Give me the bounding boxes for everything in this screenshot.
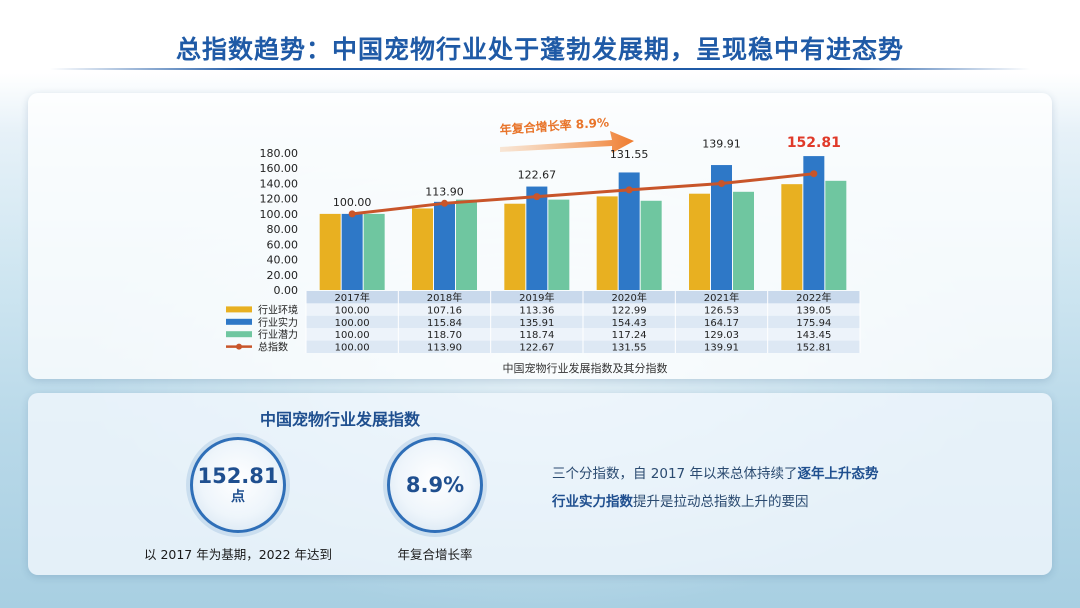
- y-tick-label: 120.00: [260, 193, 299, 206]
- description-line-2: 行业实力指数提升是拉动总指数上升的要因: [552, 490, 809, 510]
- description-text: 提升是拉动总指数上升的要因: [633, 494, 809, 510]
- x-category-label: 2017年: [334, 291, 369, 304]
- line-data-label: 113.90: [425, 185, 464, 198]
- legend-label: 行业潜力: [258, 328, 298, 341]
- line-point: [625, 186, 633, 194]
- table-cell: 117.24: [612, 330, 647, 341]
- table-cell: 122.99: [612, 305, 647, 316]
- cagr-value: 8.9%: [405, 473, 465, 497]
- y-tick-label: 0.00: [274, 284, 299, 297]
- legend-label: 行业环境: [258, 303, 298, 316]
- bar-行业实力: [618, 172, 640, 290]
- description-text: 三个分指数，自 2017 年以来总体持续了: [552, 466, 798, 482]
- table-cell: 100.00: [335, 305, 370, 316]
- y-tick-label: 20.00: [267, 269, 299, 282]
- description-highlight: 行业实力指数: [552, 494, 633, 510]
- table-cell: 113.90: [427, 343, 462, 354]
- table-cell: 143.45: [796, 330, 831, 341]
- legend-swatch-marker: [236, 343, 242, 350]
- table-cell: 122.67: [519, 343, 554, 354]
- table-cell: 139.91: [704, 343, 739, 354]
- table-cell: 139.05: [796, 305, 831, 316]
- line-data-label: 122.67: [518, 169, 557, 182]
- bar-行业实力: [526, 186, 548, 290]
- legend-swatch: [226, 331, 252, 338]
- bar-行业实力: [341, 213, 363, 290]
- table-cell: 100.00: [335, 318, 370, 329]
- table-cell: 131.55: [612, 343, 647, 354]
- cagr-label: 年复合增长率: [397, 547, 473, 562]
- bar-行业环境: [319, 213, 341, 290]
- table-cell: 154.43: [612, 318, 647, 329]
- y-tick-label: 140.00: [260, 177, 299, 190]
- y-tick-label: 100.00: [260, 208, 299, 221]
- table-cell: 129.03: [704, 330, 739, 341]
- line-point: [348, 210, 356, 218]
- index-value-circle: 152.81 点: [190, 437, 286, 533]
- description-line-1: 三个分指数，自 2017 年以来总体持续了逐年上升态势: [552, 462, 878, 482]
- bar-行业环境: [412, 208, 433, 290]
- y-tick-label: 80.00: [267, 223, 299, 236]
- bar-行业实力: [434, 201, 455, 290]
- description-highlight: 逐年上升态势: [797, 466, 879, 482]
- cagr-circle: 8.9%: [387, 437, 483, 533]
- x-category-label: 2022年: [796, 291, 831, 304]
- bar-行业实力: [803, 156, 825, 290]
- table-cell: 152.81: [796, 343, 831, 354]
- y-tick-label: 180.00: [260, 147, 299, 160]
- legend-label: 行业实力: [258, 316, 298, 329]
- index-label: 以 2017 年为基期，2022 年达到: [143, 547, 333, 562]
- index-value: 152.81: [197, 464, 279, 488]
- bar-行业潜力: [363, 213, 385, 290]
- table-cell: 126.53: [704, 305, 739, 316]
- legend-label: 总指数: [258, 341, 288, 354]
- x-category-label: 2021年: [704, 291, 739, 304]
- table-cell: 164.17: [704, 318, 739, 329]
- table-cell: 118.74: [519, 330, 554, 341]
- line-data-label: 131.55: [610, 148, 649, 161]
- table-cell: 175.94: [796, 318, 831, 329]
- table-cell: 118.70: [427, 330, 462, 341]
- bar-行业环境: [781, 184, 803, 290]
- line-point: [441, 199, 448, 207]
- line-data-label: 139.91: [702, 138, 741, 151]
- bar-行业潜力: [640, 200, 662, 290]
- bar-行业潜力: [456, 199, 477, 290]
- legend-swatch: [226, 306, 252, 313]
- kpi-title: 中国宠物行业发展指数: [259, 410, 420, 429]
- table-cell: 107.16: [427, 305, 462, 316]
- bar-行业潜力: [548, 199, 570, 290]
- table-cell: 113.36: [519, 305, 554, 316]
- y-tick-label: 160.00: [260, 162, 299, 175]
- table-cell: 100.00: [335, 343, 370, 354]
- bar-行业潜力: [825, 180, 847, 290]
- bar-行业实力: [711, 165, 732, 290]
- bar-行业潜力: [733, 191, 754, 290]
- page-title: 总指数趋势：中国宠物行业处于蓬勃发展期，呈现稳中有进态势: [175, 35, 904, 64]
- bar-行业环境: [504, 203, 526, 290]
- line-总指数: [351, 172, 814, 216]
- y-tick-label: 60.00: [267, 238, 299, 251]
- x-category-label: 2018年: [427, 291, 462, 304]
- trend-annotation: 年复合增长率 8.9%: [499, 114, 609, 137]
- bar-行业环境: [689, 193, 710, 290]
- y-tick-label: 40.00: [267, 254, 299, 267]
- table-cell: 135.91: [519, 318, 554, 329]
- table-cell: 100.00: [335, 330, 370, 341]
- chart-caption: 中国宠物行业发展指数及其分指数: [502, 362, 668, 375]
- line-data-label: 100.00: [333, 196, 372, 209]
- index-unit: 点: [231, 489, 245, 505]
- table-cell: 115.84: [427, 318, 462, 329]
- title-divider: [50, 68, 1030, 70]
- x-category-label: 2020年: [611, 291, 646, 304]
- line-point: [718, 180, 725, 188]
- line-point: [810, 170, 818, 178]
- line-point: [533, 193, 541, 201]
- trend-arrow: [500, 131, 634, 153]
- bar-行业环境: [596, 196, 618, 290]
- x-category-label: 2019年: [519, 291, 554, 304]
- legend-swatch: [226, 318, 252, 325]
- line-data-label: 152.81: [787, 135, 841, 151]
